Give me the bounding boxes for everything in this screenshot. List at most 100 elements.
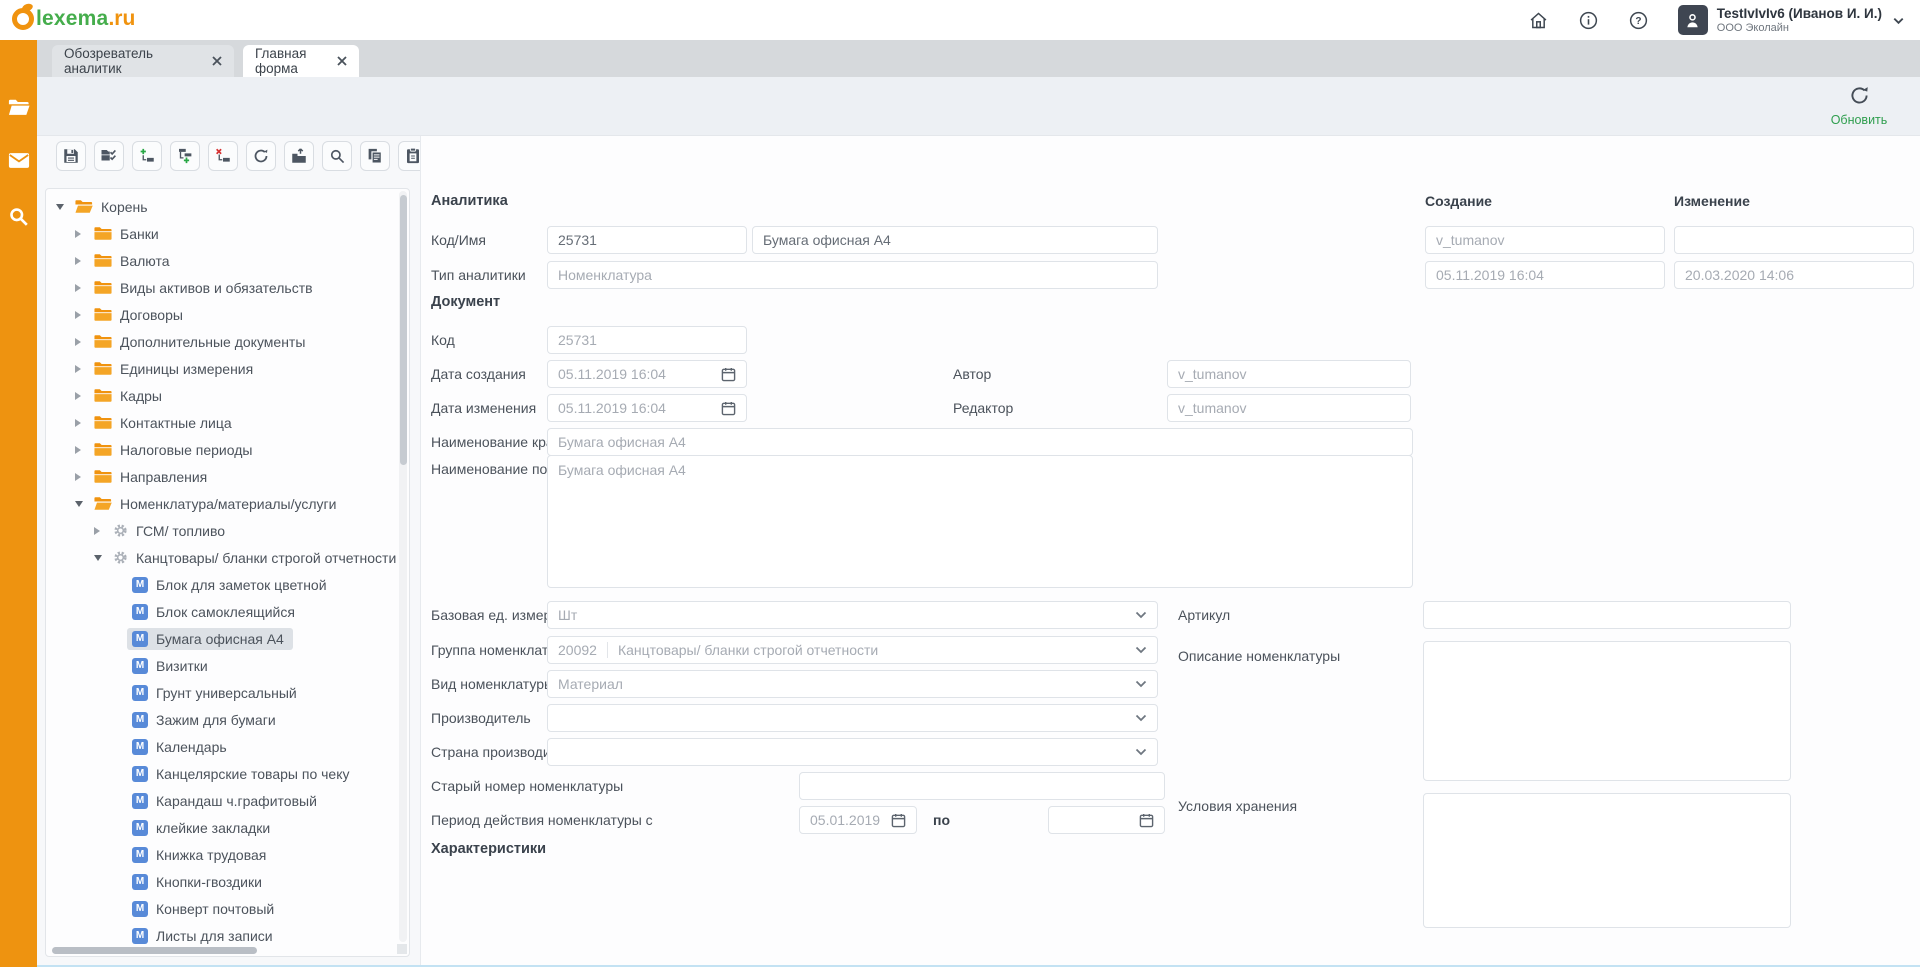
- tree-caret-icon[interactable]: [75, 284, 89, 292]
- calendar-icon[interactable]: [891, 813, 906, 828]
- tree-item[interactable]: Налоговые периоды: [46, 436, 397, 463]
- tree-item[interactable]: Банки: [46, 220, 397, 247]
- folder-icon[interactable]: [8, 98, 30, 119]
- modified-by-input[interactable]: [1674, 226, 1914, 254]
- short-name-input[interactable]: Бумага офисная А4: [547, 428, 1413, 456]
- tree-caret-icon[interactable]: [94, 527, 108, 535]
- tree-item[interactable]: M Кнопки-гвоздики: [46, 868, 397, 895]
- tree-item[interactable]: Кадры: [46, 382, 397, 409]
- author-input[interactable]: v_tumanov: [1167, 360, 1411, 388]
- name-input[interactable]: Бумага офисная А4: [752, 226, 1158, 254]
- tree-horizontal-scrollbar[interactable]: [48, 946, 393, 954]
- refresh-button[interactable]: Обновить: [1824, 84, 1894, 127]
- toolbar-copy-button[interactable]: [360, 141, 390, 171]
- tree-caret-icon[interactable]: [75, 230, 89, 238]
- tree-item[interactable]: M Блок для заметок цветной: [46, 571, 397, 598]
- search-icon[interactable]: [8, 206, 29, 227]
- tree-caret-icon[interactable]: [56, 204, 70, 210]
- modified-date-input[interactable]: 05.11.2019 16:04: [547, 394, 747, 422]
- toolbar-add-child-node-button[interactable]: [170, 141, 200, 171]
- close-icon[interactable]: [212, 56, 222, 66]
- tree-item[interactable]: Виды активов и обязательств: [46, 274, 397, 301]
- period-to-input[interactable]: [1048, 806, 1165, 834]
- tree-caret-icon[interactable]: [75, 419, 89, 427]
- tree-item[interactable]: M Книжка трудовая: [46, 841, 397, 868]
- base-unit-select[interactable]: Шт: [547, 601, 1158, 629]
- tree-caret-icon[interactable]: [75, 311, 89, 319]
- toolbar-search-button[interactable]: [322, 141, 352, 171]
- lexema-logo[interactable]: lexema .ru: [12, 7, 135, 31]
- tree-item[interactable]: M Конверт почтовый: [46, 895, 397, 922]
- tree-item[interactable]: M Блок самоклеящийся: [46, 598, 397, 625]
- tree-item[interactable]: M Канцелярские товары по чеку: [46, 760, 397, 787]
- country-select[interactable]: [547, 738, 1158, 766]
- calendar-icon[interactable]: [721, 367, 736, 382]
- tree-item[interactable]: Направления: [46, 463, 397, 490]
- group-select[interactable]: 20092 Канцтовары/ бланки строгой отчетнос…: [547, 636, 1158, 664]
- tree-caret-icon[interactable]: [75, 473, 89, 481]
- user-menu[interactable]: TestIvIvIv6 (Иванов И. И.) ООО Эколайн: [1677, 5, 1906, 35]
- tree-item[interactable]: M Визитки: [46, 652, 397, 679]
- calendar-icon[interactable]: [721, 401, 736, 416]
- creator-input[interactable]: v_tumanov: [1425, 226, 1665, 254]
- calendar-icon[interactable]: [1139, 813, 1154, 828]
- article-label: Артикул: [1178, 607, 1231, 623]
- scrollbar-thumb[interactable]: [399, 195, 407, 465]
- scrollbar-thumb[interactable]: [52, 946, 257, 954]
- tree-caret-icon[interactable]: [75, 446, 89, 454]
- toolbar-save-button[interactable]: [56, 141, 86, 171]
- article-input[interactable]: [1423, 601, 1791, 629]
- analytics-type-input[interactable]: Номенклатура: [547, 261, 1158, 289]
- tree-vertical-scrollbar[interactable]: [399, 191, 407, 942]
- toolbar-delete-node-button[interactable]: [208, 141, 238, 171]
- tree-item[interactable]: Договоры: [46, 301, 397, 328]
- tree-item[interactable]: Канцтовары/ бланки строгой отчетности: [46, 544, 397, 571]
- full-name-textarea[interactable]: Бумага офисная А4: [547, 455, 1413, 588]
- tree-caret-icon[interactable]: [94, 555, 108, 561]
- tree-caret-icon[interactable]: [75, 365, 89, 373]
- description-textarea[interactable]: [1423, 641, 1791, 781]
- tree-item[interactable]: Единицы измерения: [46, 355, 397, 382]
- created-date-input[interactable]: 05.11.2019 16:04: [547, 360, 747, 388]
- gear-icon: [113, 550, 128, 565]
- info-icon[interactable]: [1578, 9, 1600, 31]
- mail-icon[interactable]: [8, 152, 30, 173]
- tree-caret-icon[interactable]: [75, 392, 89, 400]
- tree-item[interactable]: Контактные лица: [46, 409, 397, 436]
- tree-item[interactable]: Дополнительные документы: [46, 328, 397, 355]
- tab-main-form[interactable]: Главная форма: [243, 45, 359, 77]
- code-input[interactable]: 25731: [547, 226, 747, 254]
- kind-select[interactable]: Материал: [547, 670, 1158, 698]
- modified-at-input[interactable]: 20.03.2020 14:06: [1674, 261, 1914, 289]
- tree-item[interactable]: M Календарь: [46, 733, 397, 760]
- tree-caret-icon[interactable]: [75, 338, 89, 346]
- tree-item[interactable]: M Грунт универсальный: [46, 679, 397, 706]
- toolbar-confirm-tree-button[interactable]: [94, 141, 124, 171]
- tree-item[interactable]: M Листы для записи: [46, 922, 397, 946]
- tree-item[interactable]: M Карандаш ч.графитовый: [46, 787, 397, 814]
- created-at-input[interactable]: 05.11.2019 16:04: [1425, 261, 1665, 289]
- storage-textarea[interactable]: [1423, 793, 1791, 928]
- toolbar-add-node-button[interactable]: [132, 141, 162, 171]
- doc-code-input[interactable]: 25731: [547, 326, 747, 354]
- toolbar-refresh-tree-button[interactable]: [246, 141, 276, 171]
- period-from-input[interactable]: 05.01.2019: [799, 806, 917, 834]
- manufacturer-select[interactable]: [547, 704, 1158, 732]
- editor-input[interactable]: v_tumanov: [1167, 394, 1411, 422]
- folder-icon: [94, 226, 112, 241]
- tree-caret-icon[interactable]: [75, 257, 89, 265]
- close-icon[interactable]: [337, 56, 347, 66]
- tree-item[interactable]: ГСМ/ топливо: [46, 517, 397, 544]
- tree-item[interactable]: M Бумага офисная А4: [46, 625, 397, 652]
- home-icon[interactable]: [1528, 9, 1550, 31]
- toolbar-import-node-button[interactable]: [284, 141, 314, 171]
- tree-item[interactable]: Валюта: [46, 247, 397, 274]
- tab-analytics-explorer[interactable]: Обозреватель аналитик: [52, 45, 234, 77]
- help-icon[interactable]: ?: [1628, 9, 1650, 31]
- tree-item[interactable]: M Зажим для бумаги: [46, 706, 397, 733]
- tree-item[interactable]: Номенклатура/материалы/услуги: [46, 490, 397, 517]
- old-number-input[interactable]: [799, 772, 1165, 800]
- tree-caret-icon[interactable]: [75, 501, 89, 507]
- tree-item[interactable]: Корень: [46, 193, 397, 220]
